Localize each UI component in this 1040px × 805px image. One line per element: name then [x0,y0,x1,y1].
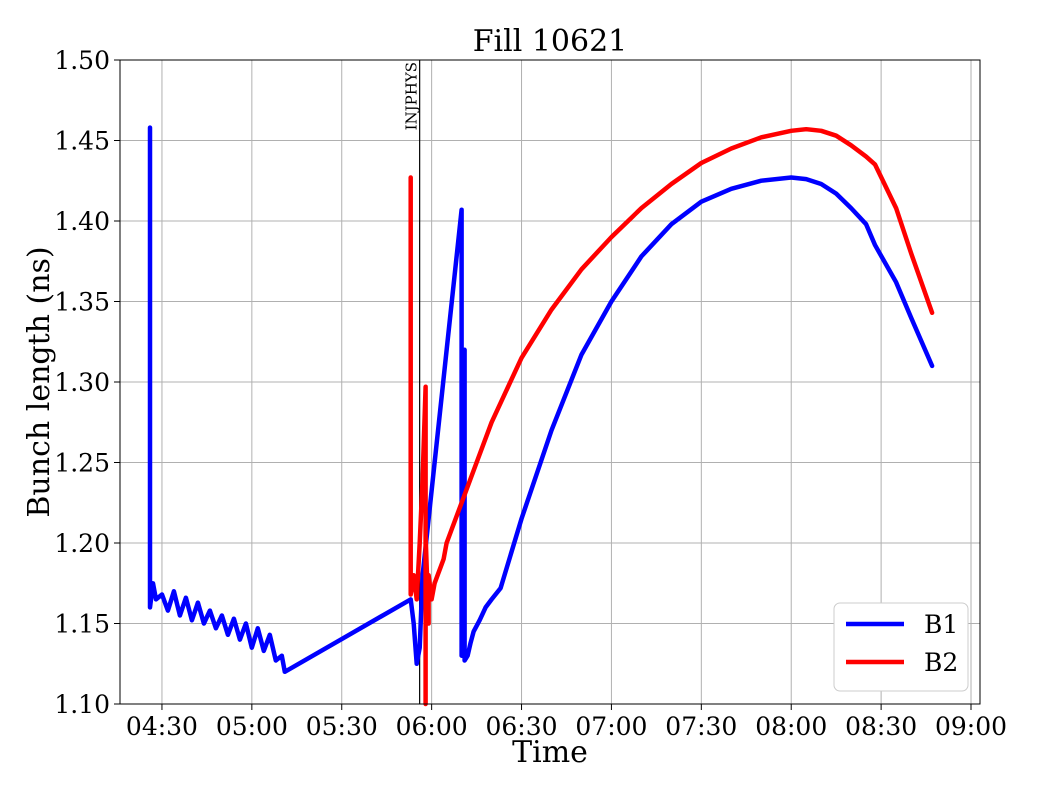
y-tick-label: 1.50 [54,46,110,75]
y-tick-label: 1.10 [54,690,110,719]
chart-title: Fill 10621 [473,24,628,59]
x-tick-label: 04:30 [126,712,198,741]
x-tick-label: 06:30 [486,712,558,741]
y-tick-label: 1.30 [54,368,110,397]
x-tick-label: 08:00 [755,712,827,741]
y-tick-label: 1.40 [54,207,110,236]
tick-layer: 04:30 05:00 05:30 06:00 06:30 07:00 07:30 08:00… [54,46,1007,741]
y-tick-label: 1.25 [54,449,110,478]
x-tick-label: 05:30 [306,712,378,741]
x-tick-label: 05:00 [216,712,288,741]
injphys-marker-label: INJPHYS [403,62,421,130]
x-tick-label: 06:00 [396,712,468,741]
legend: B1 B2 [833,602,969,692]
y-tick-label: 1.15 [54,610,110,639]
x-tick-label: 07:00 [575,712,647,741]
series-layer [147,125,935,707]
legend-label-b1: B1 [924,610,958,639]
y-tick-label: 1.35 [54,288,110,317]
y-axis-label: Bunch length (ns) [22,246,57,517]
x-tick-label: 09:00 [935,712,1007,741]
x-axis-label: Time [512,735,588,770]
series-line-b2 [408,126,935,707]
x-tick-label: 07:30 [665,712,737,741]
y-tick-label: 1.45 [54,127,110,156]
y-tick-label: 1.20 [54,529,110,558]
x-tick-label: 08:30 [845,712,917,741]
series-line-b1 [147,125,935,675]
legend-label-b2: B2 [924,648,958,677]
